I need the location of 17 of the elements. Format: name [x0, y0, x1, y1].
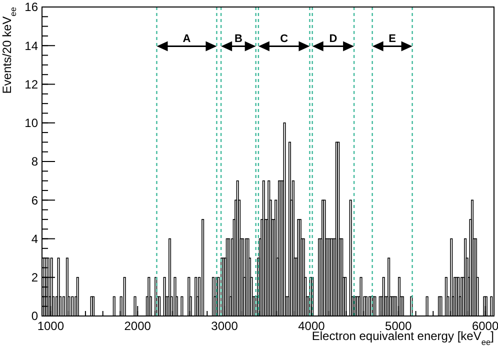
y-tick-label: 16: [24, 0, 38, 14]
x-tick-label: 3000: [211, 319, 238, 333]
annotation: B: [234, 33, 242, 46]
x-tick-label: 1000: [37, 319, 64, 333]
y-tick-label: 0: [31, 309, 38, 324]
y-tick-label: 6: [31, 193, 38, 208]
y-tick-label: 2: [31, 270, 38, 285]
y-tick-label: 8: [31, 154, 38, 169]
annotation: A: [182, 33, 191, 46]
annotation: D: [329, 33, 338, 46]
y-tick-label: 12: [24, 77, 38, 92]
x-tick-label: 2000: [124, 319, 152, 333]
y-tick-label: 10: [24, 116, 38, 130]
y-tick-label: 4: [31, 232, 38, 246]
y-tick-label: 14: [24, 38, 38, 53]
annotation: C: [280, 33, 288, 46]
annotation: E: [388, 33, 396, 46]
